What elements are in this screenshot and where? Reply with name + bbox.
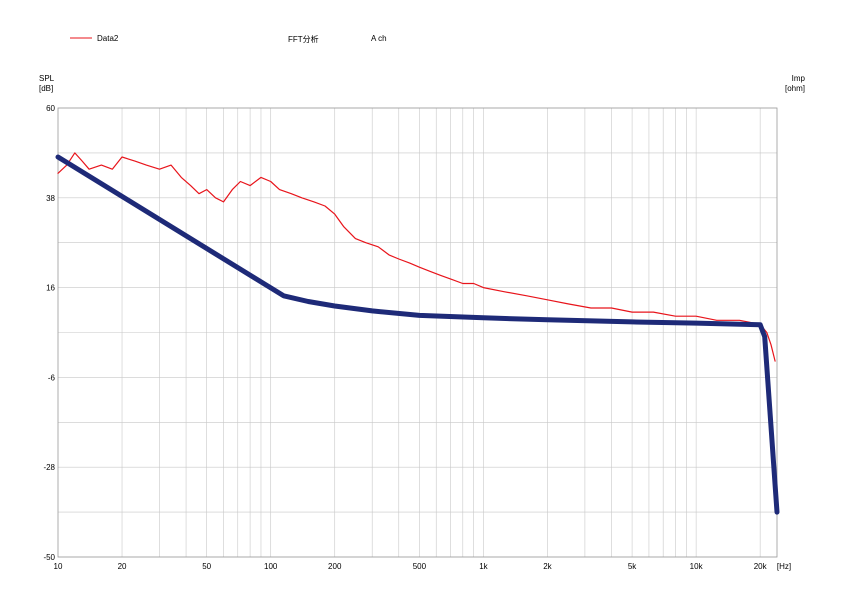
y-tick-label: -28 [43,463,55,472]
y-tick-label: -6 [48,373,56,382]
y-axis-right-title-line2: [ohm] [784,84,805,93]
y-axis-left-title-line2: [dB] [39,84,54,93]
y-axis-left-title: SPL [dB] [39,74,54,94]
spl-series-line [57,152,776,362]
x-tick-label: 50 [202,562,211,571]
analysis-title: FFT分析 [288,35,319,44]
y-tick-label: -50 [43,553,55,562]
legend-line-swatch [70,37,92,39]
legend-label: Data2 [97,34,119,43]
y-axis-right-title: Imp [ohm] [781,74,805,94]
channel-label: A ch [371,34,387,43]
x-tick-label: 500 [413,562,427,571]
x-tick-label: 10 [54,562,63,571]
x-tick-label: 10k [690,562,704,571]
x-tick-label: 200 [328,562,342,571]
y-axis-right-title-line1: Imp [791,74,805,83]
x-tick-label: 20 [118,562,127,571]
y-tick-label: 16 [46,284,55,293]
x-tick-label: 20k [754,562,768,571]
x-tick-label: 5k [628,562,637,571]
reference-series-line [55,154,780,515]
x-axis-unit: [Hz] [777,562,791,571]
x-tick-label: 2k [543,562,552,571]
y-tick-label: 38 [46,194,55,203]
y-tick-label: 60 [46,104,55,113]
x-tick-label: 1k [479,562,488,571]
x-tick-label: 100 [264,562,278,571]
y-axis-left-title-line1: SPL [39,74,55,83]
plot-frame [57,107,778,558]
